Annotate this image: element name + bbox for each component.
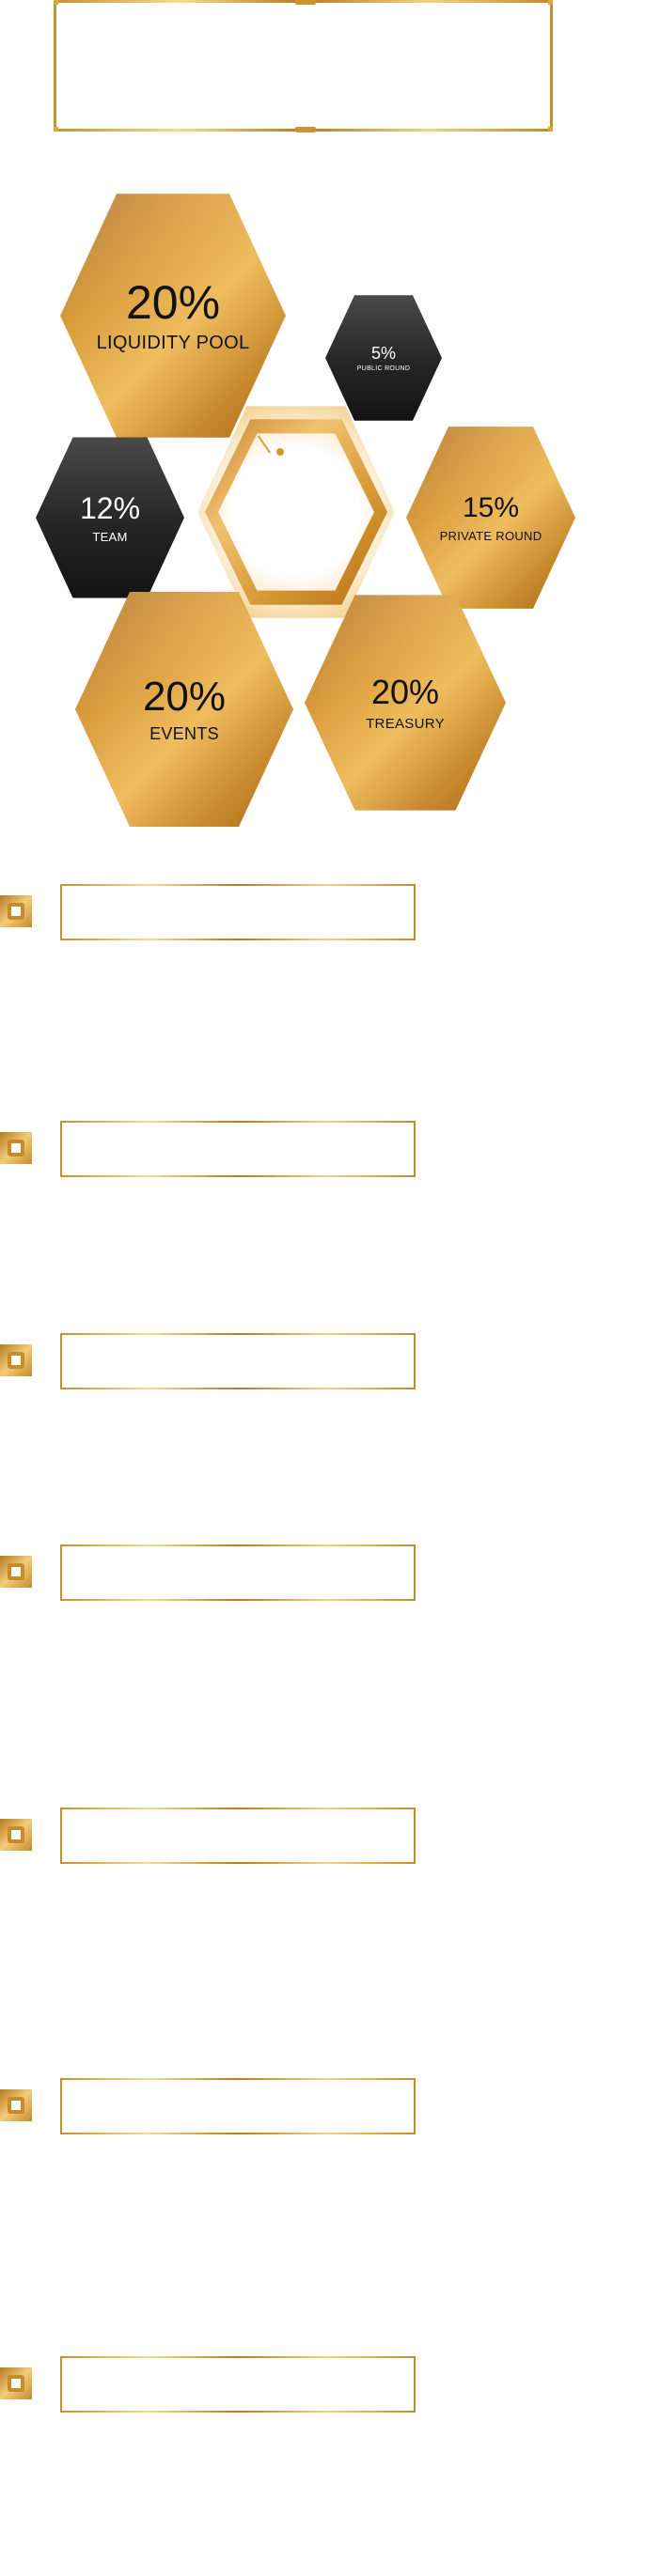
gold-square-icon: [0, 2089, 32, 2121]
hex-events: 20% EVENTS: [75, 591, 293, 828]
gold-square-icon: [0, 1819, 32, 1851]
section-title-box: [60, 1808, 416, 1864]
section-title-box: [60, 2078, 416, 2134]
hex-public-round: 5% PUBLIC ROUND: [325, 295, 442, 421]
frame-corner: [54, 127, 58, 132]
center-hex-dot: [276, 448, 284, 456]
gold-square-icon: [0, 1132, 32, 1164]
frame-nub-top: [295, 0, 316, 5]
section-title-box: [60, 1544, 416, 1601]
hex-percent: 5%: [370, 343, 396, 363]
frame-corner: [54, 0, 58, 5]
gold-square-icon: [0, 1556, 32, 1588]
gold-square-icon: [0, 1344, 32, 1376]
hex-label: PUBLIC ROUND: [356, 365, 411, 372]
frame-corner: [548, 127, 553, 132]
section-title-box: [60, 884, 416, 940]
hex-percent: 20%: [125, 276, 221, 329]
gold-square-icon: [0, 895, 32, 927]
section-title-box: [60, 1121, 416, 1177]
hex-label: PRIVATE ROUND: [439, 528, 542, 543]
hex-treasury: 20% TREASURY: [305, 595, 506, 811]
hex-private-round: 15% PRIVATE ROUND: [406, 427, 575, 609]
section-title-box: [60, 2356, 416, 2413]
frame-corner: [548, 0, 553, 5]
gold-square-icon: [0, 2367, 32, 2399]
hex-label: LIQUIDITY POOL: [96, 333, 250, 353]
hex-percent: 20%: [370, 672, 440, 711]
section-title-box: [60, 1333, 416, 1389]
hex-percent: 15%: [462, 491, 520, 523]
frame-nub-bottom: [295, 127, 316, 132]
hex-label: TEAM: [92, 529, 128, 544]
top-title-frame: [54, 0, 553, 132]
hex-percent: 20%: [142, 674, 227, 720]
hex-label: EVENTS: [149, 724, 219, 743]
hex-percent: 12%: [79, 490, 141, 525]
hex-label: TREASURY: [366, 715, 445, 732]
hex-team: 12% TEAM: [36, 437, 184, 598]
